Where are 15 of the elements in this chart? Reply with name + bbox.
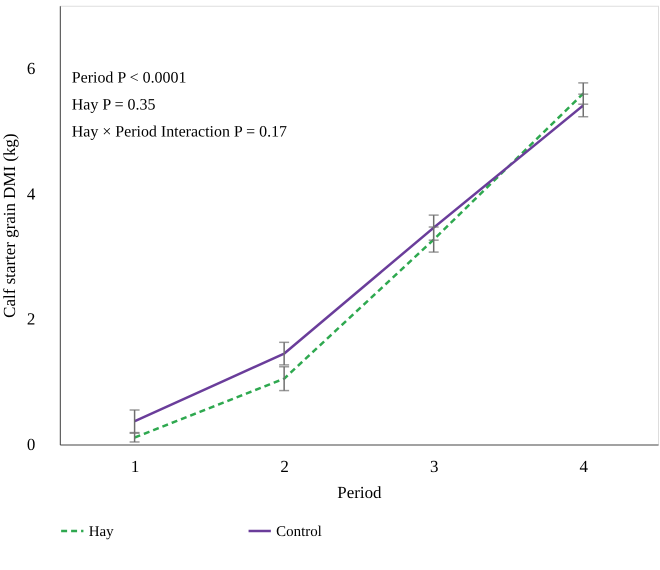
annotation: Hay P = 0.35 — [72, 96, 156, 114]
legend-label: Hay — [88, 524, 114, 540]
legend-label: Control — [276, 524, 322, 540]
x-tick-label: 4 — [579, 456, 588, 476]
annotation: Hay × Period Interaction P = 0.17 — [72, 123, 288, 140]
y-tick-label: 0 — [26, 434, 36, 454]
x-tick-label: 2 — [280, 456, 289, 476]
y-tick-label: 6 — [26, 58, 36, 78]
x-axis-title: Period — [337, 482, 382, 502]
y-tick-label: 4 — [26, 184, 36, 204]
y-axis-title: Calf starter grain DMI (kg) — [0, 133, 19, 318]
x-tick-label: 3 — [430, 456, 438, 476]
x-tick-label: 1 — [130, 456, 140, 476]
annotation: Period P < 0.0001 — [72, 70, 186, 87]
y-tick-label: 2 — [26, 310, 36, 329]
